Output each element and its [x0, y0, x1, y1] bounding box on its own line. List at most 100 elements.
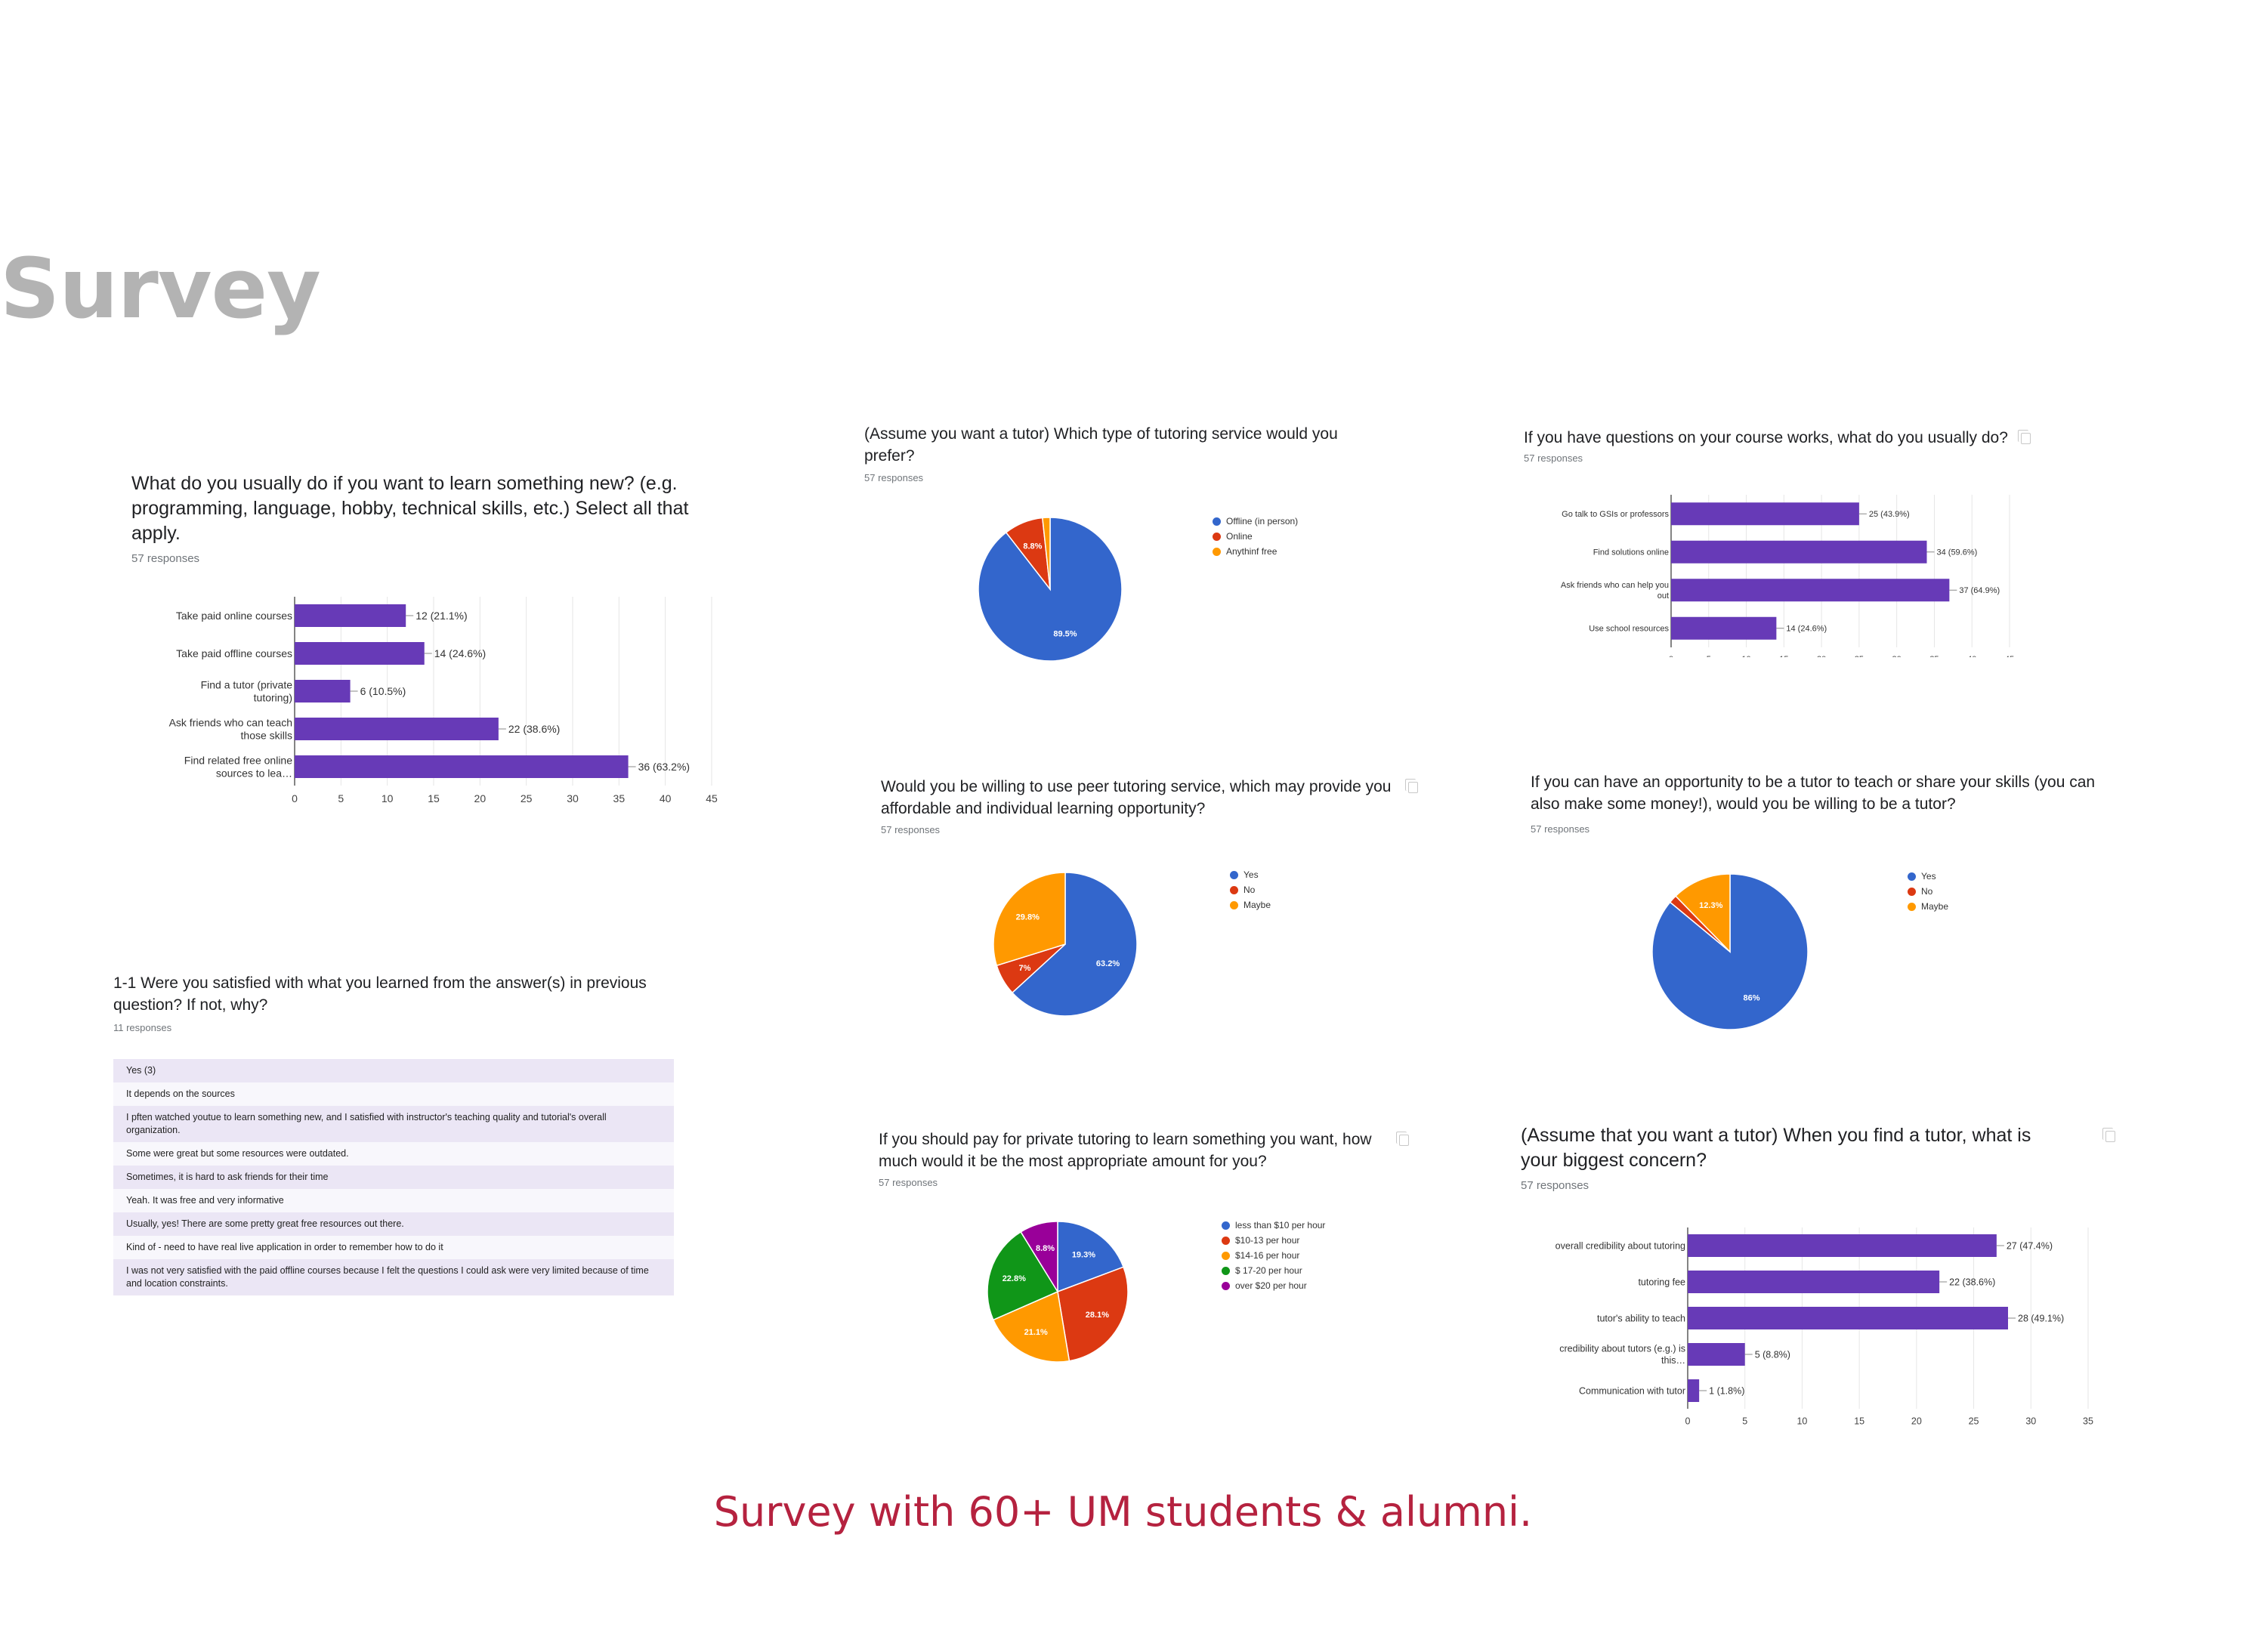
x-tick-label: 25 — [1855, 655, 1864, 657]
question-title-learn: What do you usually do if you want to le… — [131, 473, 689, 544]
bar — [1671, 502, 1859, 526]
x-tick-label: 20 — [1817, 655, 1826, 657]
x-tick-label: 5 — [1742, 1416, 1747, 1427]
responses-count-type: 57 responses — [864, 472, 924, 483]
category-label: Ask friends who can help you — [1561, 581, 1669, 590]
legend-item: $ 17-20 per hour — [1222, 1263, 1325, 1278]
bar-chart-learn: 0 5 10 15 20 25 30 35 40 45 12 (21.1%) Take paid on… — [169, 597, 718, 804]
bar-value-label: 6 (10.5%) — [360, 685, 406, 697]
pie-slice — [1042, 517, 1051, 590]
legend-swatch — [1230, 900, 1238, 909]
x-tick-label: 35 — [1929, 655, 1939, 657]
bar-value-label: 27 (47.4%) — [2007, 1240, 2053, 1251]
answer-text: I pften watched youtue to learn somethin… — [113, 1106, 674, 1142]
slide-caption: Survey with 60+ UM students & alumni. — [713, 1488, 1533, 1536]
x-tick-label: 15 — [1779, 655, 1788, 657]
category-label: out — [1657, 591, 1669, 601]
pie-chart-type: 89.5% 8.8% — [978, 517, 1123, 662]
x-tick-label: 0 — [1685, 1416, 1691, 1427]
x-tick-label: 0 — [1669, 655, 1673, 657]
answer-row: Usually, yes! There are some pretty grea… — [113, 1212, 674, 1236]
bar — [295, 718, 499, 740]
legend-item: Anythinf free — [1213, 544, 1298, 559]
answer-row: Kind of - need to have real live applica… — [113, 1236, 674, 1259]
bar-value-label: 22 (38.6%) — [1949, 1277, 1995, 1287]
legend-item: Maybe — [1230, 897, 1271, 912]
category-label: Find solutions online — [1593, 548, 1669, 557]
legend-swatch — [1230, 870, 1238, 879]
legend-label: Offline (in person) — [1226, 516, 1299, 526]
x-tick-label: 10 — [382, 792, 394, 804]
legend-label: $14-16 per hour — [1235, 1250, 1300, 1261]
responses-count-peer: 57 responses — [881, 824, 941, 835]
legend-label: No — [1921, 886, 1933, 897]
answer-text: Usually, yes! There are some pretty grea… — [113, 1212, 674, 1236]
pie-slice-label: 19.3% — [1072, 1250, 1095, 1259]
x-tick-label: 10 — [1796, 1416, 1807, 1427]
category-label: credibility about tutors (e.g.) is — [1559, 1344, 1685, 1354]
category-label: sources to lea… — [216, 767, 292, 779]
x-tick-label: 0 — [292, 792, 298, 804]
x-tick-label: 30 — [567, 792, 579, 804]
bar-value-label: 1 (1.8%) — [1709, 1385, 1744, 1396]
x-tick-label: 40 — [660, 792, 672, 804]
bar — [295, 680, 351, 702]
legend-item: $14-16 per hour — [1222, 1248, 1325, 1263]
legend-item: over $20 per hour — [1222, 1278, 1325, 1293]
copy-icon[interactable] — [2102, 1128, 2115, 1142]
copy-icon[interactable] — [1405, 779, 1418, 793]
legend-swatch — [1230, 885, 1238, 894]
answers-list: Yes (3) It depends on the sources I pften … — [113, 1059, 674, 1295]
legend-swatch — [1908, 887, 1916, 896]
pie-slice — [1020, 1221, 1058, 1294]
answer-text: Sometimes, it is hard to ask friends for… — [113, 1166, 674, 1189]
pie-slice — [1057, 1221, 1125, 1293]
bar — [295, 755, 629, 778]
copy-icon[interactable] — [2018, 430, 2031, 444]
category-label: Take paid offline courses — [176, 647, 292, 659]
x-tick-label: 45 — [706, 792, 718, 804]
x-tick-label: 15 — [428, 792, 440, 804]
pie-slice-label: 29.8% — [1016, 912, 1040, 922]
copy-icon[interactable] — [1396, 1132, 1409, 1146]
category-label: Ask friends who can teach — [169, 716, 292, 728]
legend-swatch — [1222, 1281, 1230, 1290]
responses-count-price: 57 responses — [879, 1177, 938, 1188]
bar-value-label: 34 (59.6%) — [1936, 548, 1977, 557]
legend-swatch — [1213, 532, 1221, 541]
legend-item: No — [1230, 882, 1271, 897]
bar-value-label: 22 (38.6%) — [508, 723, 560, 735]
question-title-type: (Assume you want a tutor) Which type of … — [864, 425, 1338, 465]
legend-swatch — [1222, 1251, 1230, 1260]
answer-text: It depends on the sources — [113, 1082, 674, 1106]
legend-type: Offline (in person) Online Anythinf free — [1213, 514, 1298, 559]
category-label: Take paid online courses — [176, 610, 292, 622]
responses-count-be-tutor: 57 responses — [1531, 823, 1590, 835]
pie-slice-label: 8.8% — [1023, 542, 1042, 551]
pie-slice-label: 63.2% — [1096, 959, 1120, 968]
legend-swatch — [1222, 1266, 1230, 1275]
pie-chart-peer: 63.2% 7% 29.8% — [993, 872, 1138, 1017]
category-label: this… — [1661, 1355, 1685, 1366]
category-label: tutoring) — [254, 691, 292, 703]
x-tick-label: 20 — [474, 792, 487, 804]
pie-slice — [1675, 873, 1731, 953]
legend-swatch — [1222, 1236, 1230, 1245]
answer-text: Yes (3) — [113, 1059, 674, 1082]
bar — [1671, 616, 1777, 640]
pie-slice — [987, 1231, 1059, 1321]
responses-count-satisfied: 11 responses — [113, 1022, 172, 1033]
answer-row: Yeah. It was free and very informative — [113, 1189, 674, 1212]
responses-count-coursework: 57 responses — [1524, 452, 1583, 464]
legend-label: $10-13 per hour — [1235, 1235, 1300, 1246]
category-label: Find a tutor (private — [201, 678, 293, 690]
legend-item: Maybe — [1908, 899, 1948, 914]
question-title-coursework: If you have questions on your course wor… — [1524, 429, 2008, 446]
pie-slice-label: 7% — [1019, 964, 1031, 973]
x-tick-label: 40 — [1967, 655, 1976, 657]
legend-label: less than $10 per hour — [1235, 1220, 1326, 1231]
legend-label: Yes — [1243, 869, 1259, 880]
bar — [1688, 1234, 1997, 1257]
category-label: Find related free online — [184, 754, 292, 766]
pie-slice-label: 12.3% — [1699, 901, 1722, 910]
